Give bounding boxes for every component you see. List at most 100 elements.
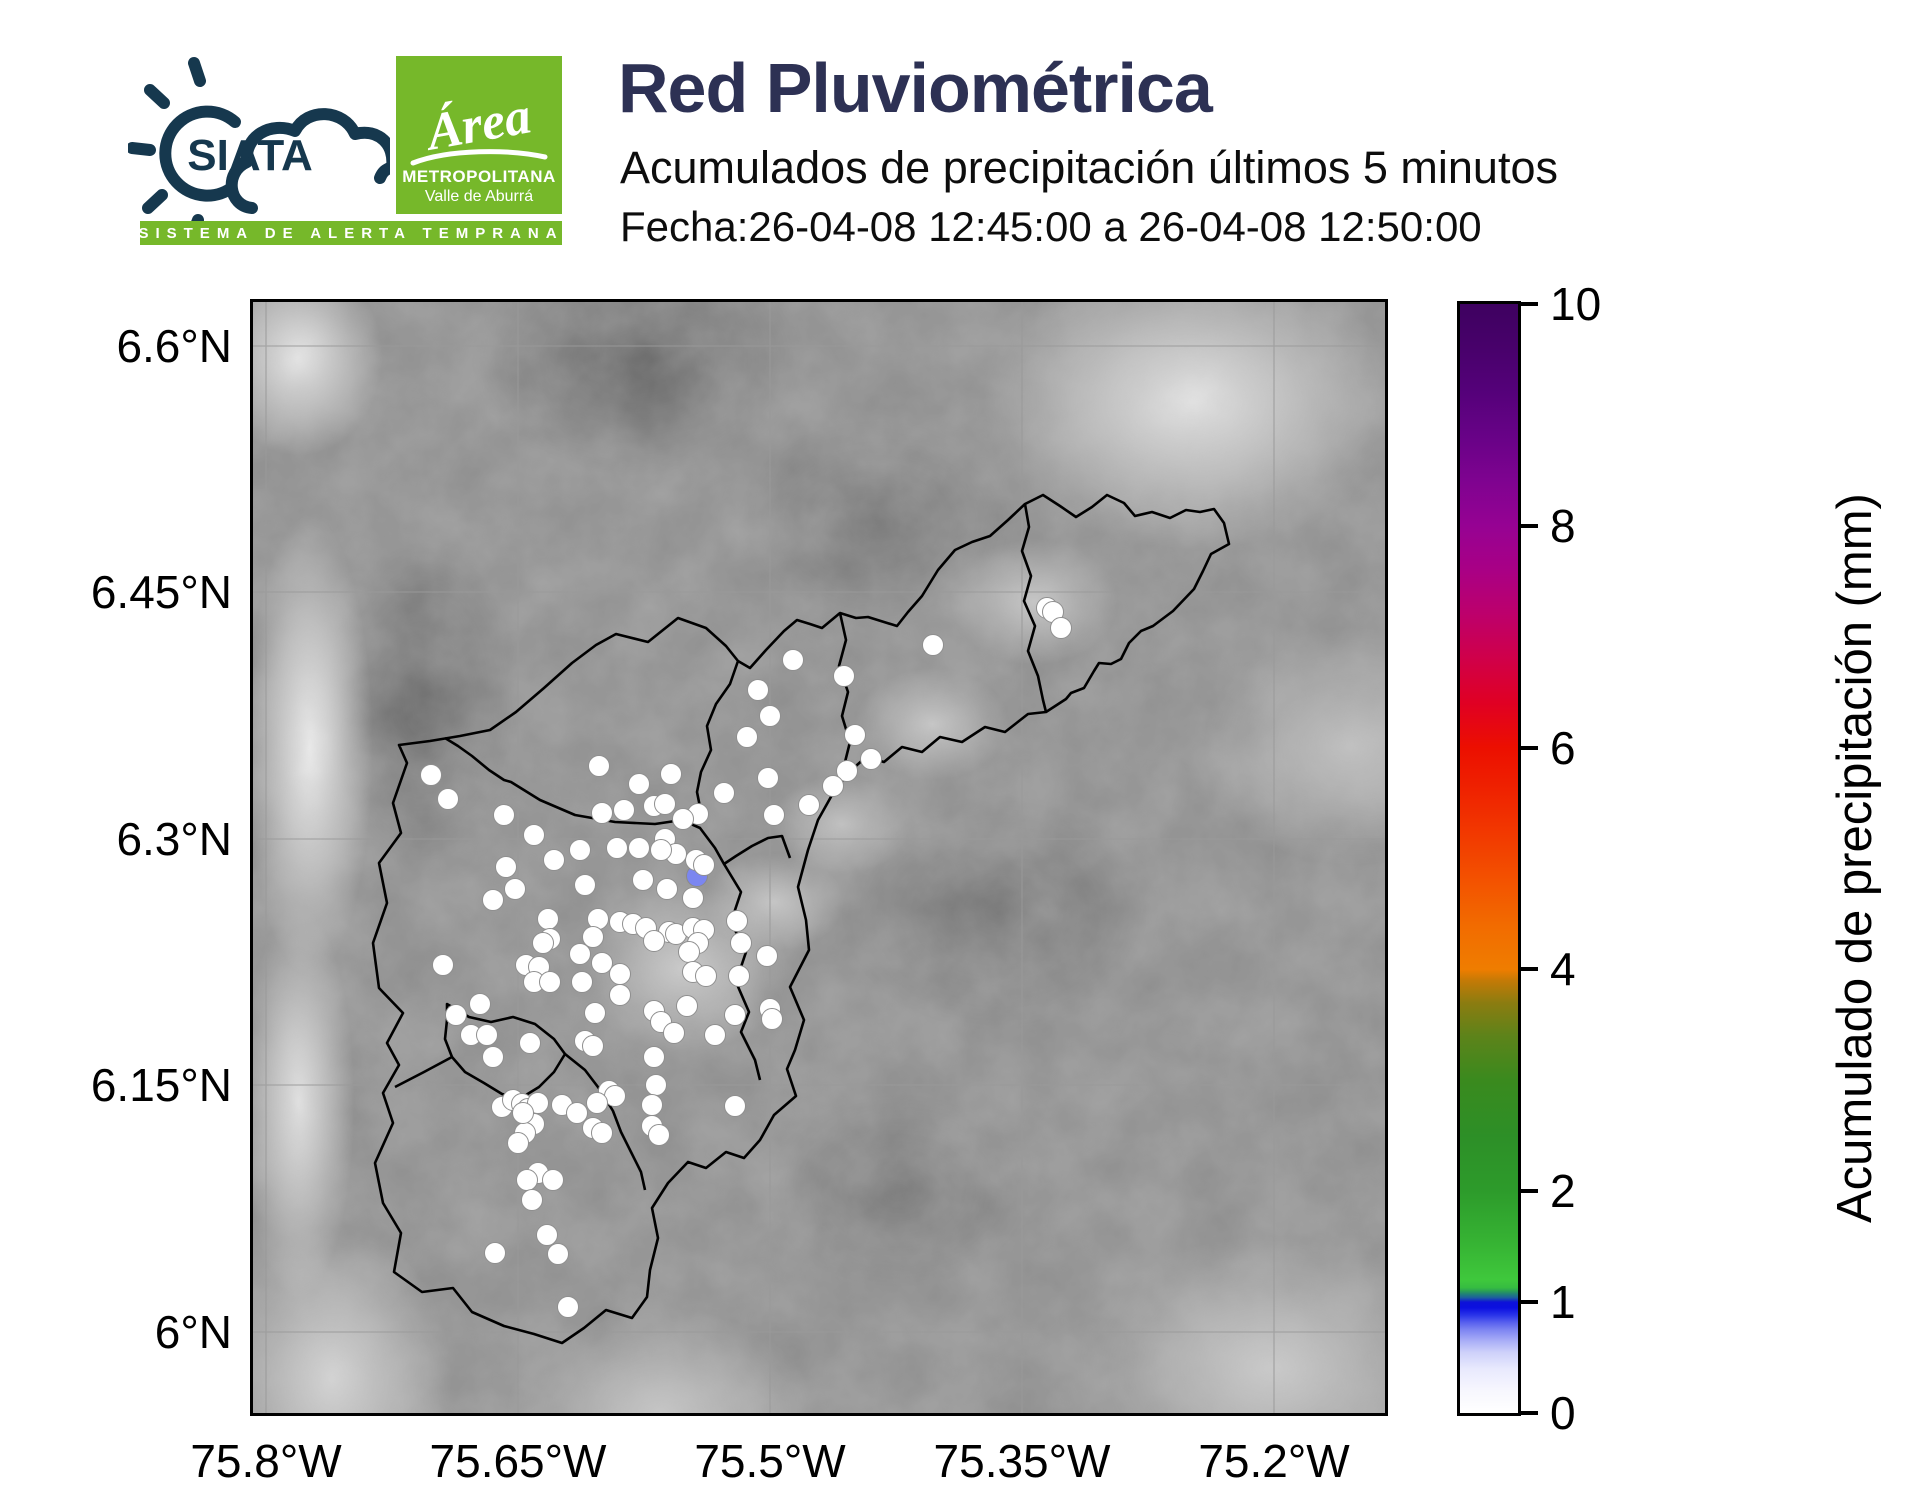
- station-dot: [566, 1102, 588, 1124]
- x-tick-label: 75.35°W: [933, 1435, 1111, 1487]
- station-dot: [759, 705, 781, 727]
- page-subtitle: Acumulados de precipitación últimos 5 mi…: [620, 142, 1558, 193]
- colorbar-tick-label: 0: [1550, 1387, 1576, 1439]
- station-dot: [922, 634, 944, 656]
- area-script-text: Área: [422, 87, 536, 162]
- area-metropolitana-logo: Área METROPOLITANA Valle de Aburrá: [396, 56, 562, 214]
- y-tick-label: 6.15°N: [90, 1059, 232, 1111]
- colorbar-tick: [1518, 967, 1538, 972]
- colorbar-tick-label: 4: [1550, 943, 1576, 996]
- station-dot: [726, 910, 748, 932]
- station-dot: [469, 993, 491, 1015]
- station-dot: [482, 889, 504, 911]
- station-dot: [542, 1169, 564, 1191]
- station-dot: [761, 1008, 783, 1030]
- station-dot: [609, 984, 631, 1006]
- station-dot: [547, 1243, 569, 1265]
- station-dot: [656, 878, 678, 900]
- station-dot: [445, 1004, 467, 1026]
- station-dot: [756, 945, 778, 967]
- station-dot: [704, 1024, 726, 1046]
- area-swoosh-icon: [410, 149, 548, 166]
- station-dot: [543, 849, 565, 871]
- station-dot: [836, 760, 858, 782]
- station-dot: [557, 1296, 579, 1318]
- station-dot: [643, 1046, 665, 1068]
- station-dot: [569, 943, 591, 965]
- station-dot: [693, 854, 715, 876]
- cloud-icon: [225, 108, 390, 214]
- station-dot: [822, 775, 844, 797]
- colorbar-axis-label: Acumulado de precipitación (mm): [1828, 493, 1882, 1224]
- station-dot: [648, 1124, 670, 1146]
- grid-lines: [253, 302, 1385, 1413]
- station-dot: [645, 1074, 667, 1096]
- municipal-boundaries: [371, 493, 1231, 1345]
- station-dot: [663, 1022, 685, 1044]
- station-dot: [860, 748, 882, 770]
- station-dot: [512, 1102, 534, 1124]
- station-dot: [420, 764, 442, 786]
- station-dot: [672, 808, 694, 830]
- station-dot: [695, 965, 717, 987]
- station-dot: [736, 726, 758, 748]
- boundary-line: [837, 612, 852, 774]
- station-dot: [519, 1032, 541, 1054]
- colorbar-tick: [1518, 745, 1538, 750]
- station-dot: [484, 1242, 506, 1264]
- boundary-line: [444, 736, 792, 866]
- station-dot: [730, 932, 752, 954]
- precipitation-map: [250, 299, 1388, 1416]
- colorbar-tick: [1518, 1411, 1538, 1415]
- station-dot: [584, 1002, 606, 1024]
- station-dot: [591, 1122, 613, 1144]
- y-tick-label: 6.45°N: [90, 566, 232, 618]
- x-tick-label: 75.8°W: [190, 1435, 342, 1487]
- colorbar-tick-label: 1: [1550, 1276, 1576, 1329]
- x-tick-label: 75.5°W: [694, 1435, 846, 1487]
- station-dot: [582, 1035, 604, 1057]
- station-dot: [728, 965, 750, 987]
- station-dot: [643, 930, 665, 952]
- colorbar-tick-label: 6: [1550, 721, 1576, 774]
- station-dot: [516, 1169, 538, 1191]
- x-tick-label: 75.65°W: [429, 1435, 607, 1487]
- x-tick-label: 75.2°W: [1198, 1435, 1350, 1487]
- station-dots: [420, 597, 1072, 1318]
- station-dot: [591, 802, 613, 824]
- station-dot: [782, 649, 804, 671]
- station-dot: [569, 839, 591, 861]
- station-dot: [632, 869, 654, 891]
- station-dot: [676, 995, 698, 1017]
- station-dot: [660, 763, 682, 785]
- colorbar-gradient: [1457, 301, 1521, 1416]
- station-dot: [763, 804, 785, 826]
- colorbar-tick: [1518, 302, 1538, 306]
- station-dot: [650, 839, 672, 861]
- page-title: Red Pluviométrica: [618, 49, 1213, 127]
- station-dot: [724, 1004, 746, 1026]
- boundary-line: [443, 1002, 567, 1100]
- boundary-line: [1020, 503, 1048, 713]
- station-dot: [609, 963, 631, 985]
- colorbar-tick-label: 10: [1550, 278, 1602, 330]
- station-dot: [747, 679, 769, 701]
- colorbar-tick-label: 8: [1550, 499, 1576, 552]
- station-dot: [628, 837, 650, 859]
- boundary-line: [371, 493, 1231, 1345]
- station-dot: [432, 954, 454, 976]
- colorbar-tick: [1518, 523, 1538, 528]
- station-dot: [476, 1024, 498, 1046]
- area-line2: METROPOLITANA: [402, 167, 556, 186]
- station-dot: [757, 767, 779, 789]
- y-tick-label: 6.3°N: [116, 813, 232, 865]
- station-dot: [844, 724, 866, 746]
- alerta-banner: SISTEMA DE ALERTA TEMPRANA: [138, 221, 562, 245]
- station-dot: [521, 1189, 543, 1211]
- area-line3: Valle de Aburrá: [424, 188, 534, 205]
- station-dot: [833, 665, 855, 687]
- station-dot: [539, 971, 561, 993]
- colorbar-tick: [1518, 1300, 1538, 1305]
- station-dot: [482, 1046, 504, 1068]
